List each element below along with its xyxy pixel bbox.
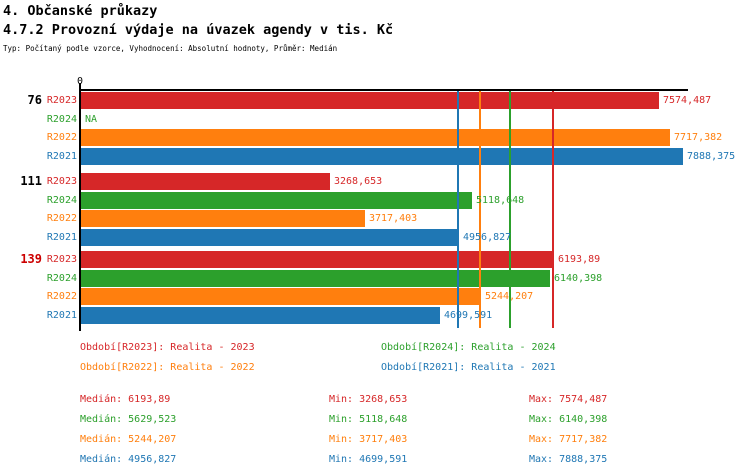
bar-R2024-139 [81, 269, 550, 287]
stat-max-R2024: Max: 6140,398 [529, 414, 608, 425]
stat-max-R2022: Max: 7717,382 [529, 434, 608, 445]
row-label-R2023-111: R2023 [46, 176, 77, 187]
bar-value-label-R2024-139: 6140,398 [554, 272, 603, 284]
row-label-R2021-111: R2021 [46, 231, 77, 243]
bar-R2022-76 [81, 129, 670, 146]
x-axis-line [79, 89, 688, 91]
row-label-R2022-139: R2022 [46, 291, 77, 302]
bar-value-label-R2022-139: 5244,207 [485, 291, 534, 302]
legend-item-R2023: Období[R2023]: Realita - 2023 [80, 342, 255, 353]
y-axis-line [79, 83, 81, 331]
legend-item-R2024: Období[R2024]: Realita - 2024 [381, 342, 556, 353]
stat-median-R2021: Medián: 4956,827 [80, 454, 177, 465]
page-title: 4. Občanské průkazy [3, 3, 158, 19]
median-line-R2021 [457, 90, 460, 328]
chart-subtitle: Typ: Počítaný podle vzorce, Vyhodnocení:… [3, 44, 338, 53]
median-line-R2022 [479, 90, 482, 328]
chart-title: 4.7.2 Provozní výdaje na úvazek agendy v… [3, 22, 394, 38]
bar-value-label-R2023-76: 7574,487 [663, 95, 712, 106]
group-label-111: 111 [20, 174, 42, 188]
row-label-R2024-111: R2024 [46, 194, 77, 206]
bar-value-label-R2022-76: 7717,382 [674, 132, 723, 143]
bar-R2024-111 [81, 191, 472, 209]
stat-min-R2023: Min: 3268,653 [329, 394, 408, 405]
stat-median-R2024: Medián: 5629,523 [80, 414, 177, 425]
row-label-R2021-139: R2021 [46, 309, 77, 321]
bar-value-label-R2021-139: 4699,591 [444, 309, 493, 321]
stat-max-R2021: Max: 7888,375 [529, 454, 608, 465]
median-line-R2024 [508, 90, 511, 328]
bar-R2023-76 [81, 92, 659, 109]
stat-min-R2024: Min: 5118,648 [329, 414, 408, 425]
row-label-R2023-76: R2023 [46, 95, 77, 106]
row-label-R2024-139: R2024 [46, 272, 77, 284]
stat-max-R2023: Max: 7574,487 [529, 394, 608, 405]
bar-value-label-R2021-111: 4956,827 [463, 231, 512, 243]
bar-value-label-R2021-76: 7888,375 [687, 150, 736, 162]
axis-zero-tick-label: 0 [76, 76, 84, 87]
stat-min-R2021: Min: 4699,591 [329, 454, 408, 465]
stat-median-R2022: Medián: 5244,207 [80, 434, 177, 445]
legend-item-R2021: Období[R2021]: Realita - 2021 [381, 362, 556, 373]
bar-value-label-R2024-76: NA [85, 113, 98, 125]
bar-value-label-R2023-111: 3268,653 [334, 176, 383, 187]
bar-value-label-R2022-111: 3717,403 [369, 213, 418, 224]
group-label-76: 76 [27, 93, 42, 107]
row-label-R2021-76: R2021 [46, 150, 77, 162]
bar-R2021-111 [81, 228, 459, 246]
row-label-R2022-111: R2022 [46, 213, 77, 224]
legend-item-R2022: Období[R2022]: Realita - 2022 [80, 362, 255, 373]
bar-R2023-139 [81, 251, 554, 268]
stat-min-R2022: Min: 3717,403 [329, 434, 408, 445]
bar-R2022-111 [81, 210, 365, 227]
row-label-R2022-76: R2022 [46, 132, 77, 143]
bar-value-label-R2023-139: 6193,89 [558, 254, 601, 265]
row-label-R2024-76: R2024 [46, 113, 77, 125]
row-label-R2023-139: R2023 [46, 254, 77, 265]
group-label-139: 139 [20, 252, 42, 266]
stat-median-R2023: Medián: 6193,89 [80, 394, 171, 405]
bar-R2023-111 [81, 173, 330, 190]
bar-value-label-R2024-111: 5118,648 [476, 194, 525, 206]
bar-R2021-139 [81, 306, 440, 324]
bar-R2021-76 [81, 147, 683, 165]
bar-R2022-139 [81, 288, 481, 305]
median-line-R2023 [551, 90, 554, 328]
